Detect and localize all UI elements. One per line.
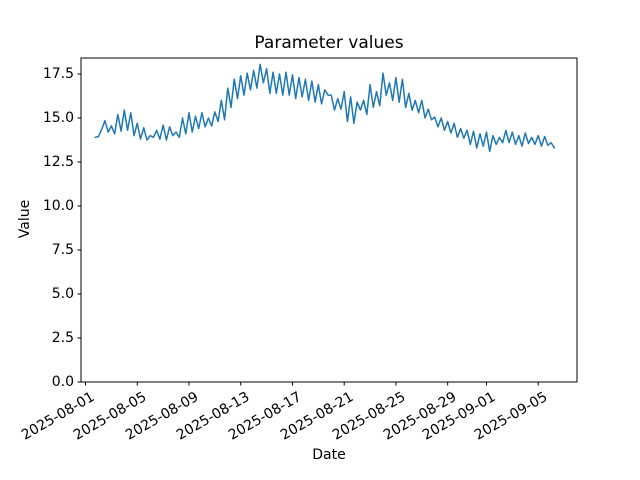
y-tick-label: 5.0	[51, 286, 74, 302]
y-tick-label: 10.0	[42, 198, 74, 214]
x-axis-label: Date	[312, 447, 346, 463]
y-tick-label: 2.5	[51, 330, 74, 346]
y-tick-label: 17.5	[42, 66, 74, 82]
y-tick-label: 7.5	[51, 242, 74, 258]
y-tick-label: 12.5	[42, 154, 74, 170]
y-axis-label: Value	[17, 199, 33, 239]
y-tick-label: 15.0	[42, 110, 74, 126]
chart-title: Parameter values	[254, 33, 404, 53]
axes-frame	[80, 57, 578, 383]
y-tick-label: 0.0	[51, 374, 74, 390]
data-line	[94, 63, 556, 153]
